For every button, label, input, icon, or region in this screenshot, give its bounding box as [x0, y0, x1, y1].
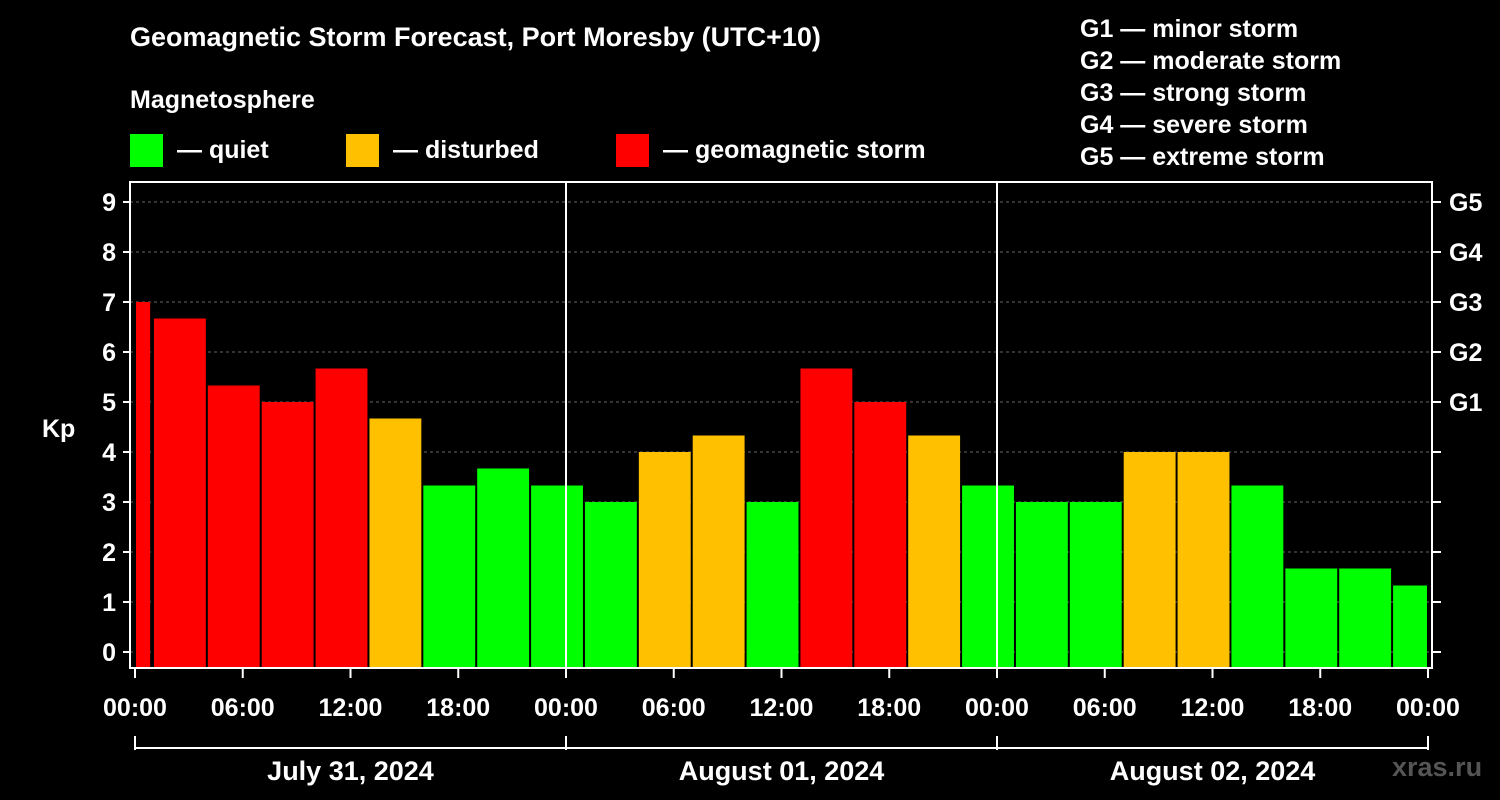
kp-bar [1285, 568, 1338, 668]
kp-bar [1069, 502, 1122, 668]
kp-bar [800, 368, 853, 668]
legend-label-storm: — geomagnetic storm [663, 135, 926, 164]
g-scale-label: G3 [1449, 289, 1482, 317]
kp-bar [136, 302, 151, 668]
date-label: August 01, 2024 [679, 756, 885, 786]
x-tick-label: 00:00 [534, 694, 598, 722]
storm-level-list: G1 — minor storm G2 — moderate storm G3 … [1080, 13, 1341, 173]
x-tick-label: 06:00 [1073, 694, 1137, 722]
kp-bar [423, 485, 476, 668]
kp-bar [315, 368, 368, 668]
watermark: xras.ru [1392, 752, 1483, 782]
y-tick-label: 5 [102, 389, 116, 417]
y-tick-label: 3 [102, 489, 116, 517]
date-label: August 02, 2024 [1110, 756, 1316, 786]
x-tick-label: 00:00 [1396, 694, 1460, 722]
y-tick-label: 4 [102, 439, 116, 467]
kp-bar [746, 502, 799, 668]
kp-bar [207, 385, 260, 668]
g-scale-label: G5 [1449, 189, 1482, 217]
storm-level-g4: G4 — severe storm [1080, 111, 1308, 139]
legend-swatch-quiet [130, 133, 163, 167]
storm-level-g3: G3 — strong storm [1080, 79, 1307, 107]
x-tick-label: 12:00 [319, 694, 383, 722]
g-scale-label: G4 [1449, 239, 1482, 267]
legend-item-storm: — geomagnetic storm [616, 133, 926, 167]
y-tick-label: 8 [102, 239, 116, 267]
date-label: July 31, 2024 [267, 756, 434, 786]
kp-bar [908, 435, 961, 668]
legend-label-quiet: — quiet [177, 135, 269, 164]
storm-level-g2: G2 — moderate storm [1080, 47, 1342, 75]
storm-level-g5: G5 — extreme storm [1080, 143, 1325, 171]
x-tick-label: 00:00 [965, 694, 1029, 722]
kp-bar [1015, 502, 1068, 668]
kp-bar [692, 435, 745, 668]
legend-subtitle: Magnetosphere [130, 86, 315, 114]
x-tick-label: 18:00 [857, 694, 921, 722]
kp-bar [962, 485, 1014, 668]
legend-item-quiet: — quiet [130, 133, 269, 167]
x-tick-label: 12:00 [1181, 694, 1245, 722]
kp-bar [638, 452, 691, 668]
kp-bar [261, 402, 314, 668]
legend-swatch-disturbed [346, 133, 379, 167]
kp-bar [1123, 452, 1176, 668]
kp-bar [1231, 485, 1284, 668]
kp-bar [477, 468, 530, 668]
kp-bar [1339, 568, 1392, 668]
legend-label-disturbed: — disturbed [393, 135, 539, 164]
x-tick-label: 00:00 [103, 694, 167, 722]
kp-bar [1177, 452, 1230, 668]
y-tick-label: 2 [102, 539, 116, 567]
chart-title: Geomagnetic Storm Forecast, Port Moresby… [130, 22, 821, 52]
kp-bar [531, 485, 583, 668]
legend-swatch-storm [616, 133, 649, 167]
x-tick-label: 06:00 [211, 694, 275, 722]
kp-bar [369, 418, 422, 668]
x-tick-label: 12:00 [750, 694, 814, 722]
storm-level-g1: G1 — minor storm [1080, 15, 1299, 43]
legend-item-disturbed: — disturbed [346, 133, 539, 167]
y-tick-label: 7 [102, 289, 116, 317]
y-tick-label: 9 [102, 189, 116, 217]
x-tick-label: 18:00 [426, 694, 490, 722]
kp-bar [854, 402, 907, 668]
g-scale-label: G1 [1449, 389, 1482, 417]
kp-bar [1393, 585, 1427, 668]
y-tick-label: 1 [102, 589, 116, 617]
y-tick-label: 6 [102, 339, 116, 367]
kp-bar [584, 502, 637, 668]
g-scale-label: G2 [1449, 339, 1482, 367]
x-tick-label: 06:00 [642, 694, 706, 722]
kp-bar [153, 318, 206, 668]
x-tick-label: 18:00 [1288, 694, 1352, 722]
y-tick-label: 0 [102, 639, 116, 667]
y-axis-label: Kp [42, 415, 75, 443]
